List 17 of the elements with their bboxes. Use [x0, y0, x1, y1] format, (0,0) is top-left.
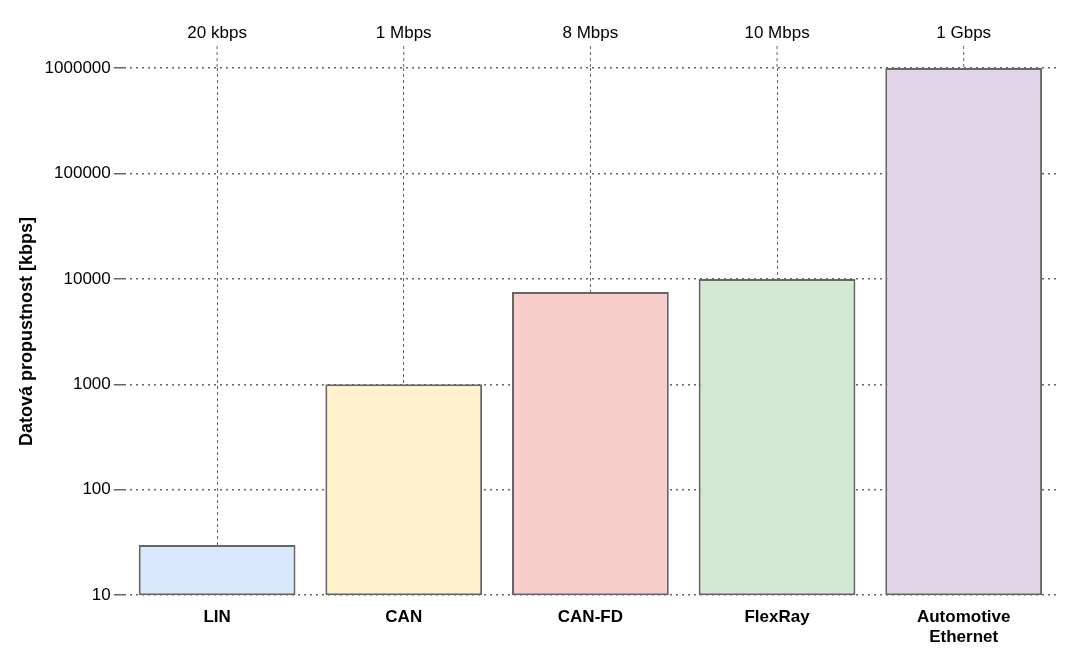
y-tick-label: 100 — [82, 479, 111, 499]
x-tick-label: Automotive Ethernet — [916, 607, 1011, 647]
y-tick-label: 10 — [91, 584, 111, 604]
annotation: 1 Gbps — [936, 22, 992, 42]
y-tick-label: 100000 — [54, 163, 111, 183]
x-tick-label: FlexRay — [744, 607, 811, 627]
y-tick-label: 1000 — [72, 374, 111, 394]
annotation: 1 Mbps — [375, 22, 432, 42]
x-tick-label: CAN-FD — [557, 607, 623, 627]
y-tick-label: 10000 — [63, 268, 111, 288]
annotation: 8 Mbps — [562, 22, 619, 42]
annotation: 10 Mbps — [744, 22, 810, 42]
annotation: 20 kbps — [187, 22, 247, 42]
x-tick-label: LIN — [203, 607, 231, 627]
x-tick-label: CAN — [385, 607, 423, 627]
y-tick-label: 1000000 — [44, 57, 111, 77]
y-axis-title: Datová propustnost [kbps] — [15, 217, 36, 447]
